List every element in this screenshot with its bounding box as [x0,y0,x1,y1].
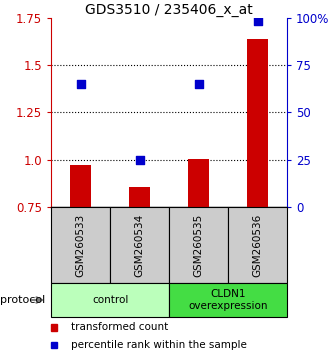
Text: percentile rank within the sample: percentile rank within the sample [71,340,247,350]
Text: protocol: protocol [0,295,45,305]
Text: CLDN1
overexpression: CLDN1 overexpression [188,289,268,311]
Text: GSM260535: GSM260535 [194,213,204,277]
Point [78,81,83,87]
Text: GSM260536: GSM260536 [252,213,263,277]
Title: GDS3510 / 235406_x_at: GDS3510 / 235406_x_at [85,3,253,17]
Point [255,19,260,24]
Text: transformed count: transformed count [71,322,168,332]
Bar [247,40,268,207]
Bar [129,187,150,207]
Text: GSM260533: GSM260533 [76,213,86,277]
Point [137,157,142,162]
Bar [188,159,209,207]
Text: GSM260534: GSM260534 [135,213,145,277]
Point [196,81,201,87]
Text: control: control [92,295,128,305]
Bar [70,165,91,207]
